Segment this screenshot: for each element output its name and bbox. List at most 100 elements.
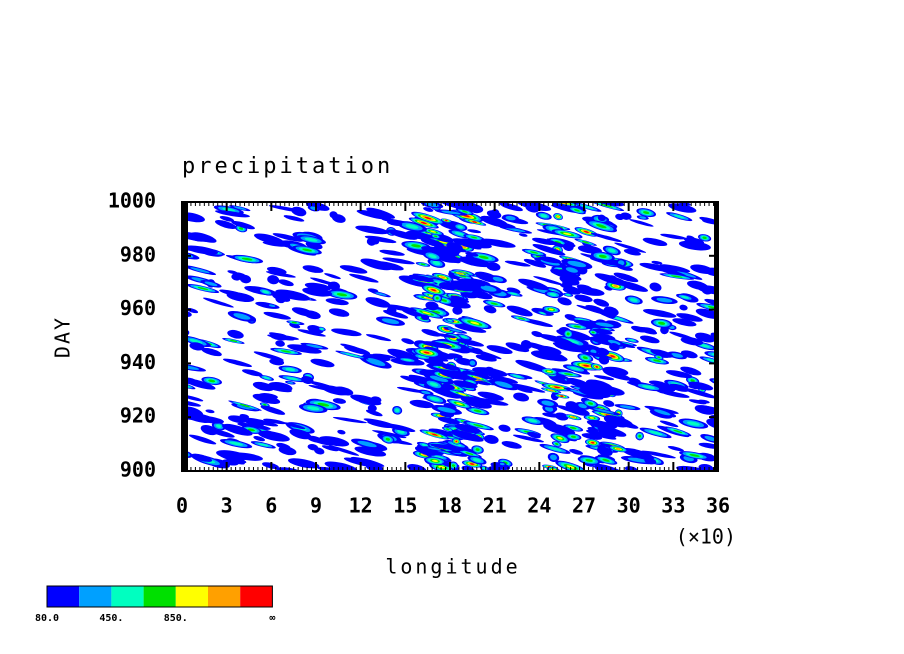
contour-blob (422, 251, 443, 261)
contour-level (421, 390, 431, 395)
colorbar-box (175, 586, 208, 607)
contour-blob (237, 422, 271, 430)
contour-level (639, 216, 647, 219)
contour-level (509, 292, 518, 296)
contour-blob (442, 383, 455, 390)
contour-level (247, 428, 255, 432)
contour-blob (458, 256, 492, 268)
contour-blob (566, 406, 590, 416)
contour-blob (683, 237, 705, 245)
contour-level (576, 287, 605, 296)
contour-blob (452, 306, 463, 315)
contour-blob (215, 210, 250, 218)
contour-blob (287, 344, 322, 354)
contour-level (209, 429, 235, 438)
contour-blob (488, 378, 519, 391)
contour-level (581, 240, 590, 244)
contour-level (539, 312, 545, 315)
contour-blob (562, 242, 574, 252)
contour-blob (425, 301, 439, 311)
contour-level (594, 463, 623, 471)
contour-level (554, 203, 573, 211)
contour-level (688, 381, 714, 391)
contour-level (669, 331, 696, 341)
contour-blob (597, 444, 606, 454)
contour-blob (552, 342, 580, 350)
contour-level (513, 392, 530, 402)
contour-blob (267, 275, 280, 285)
contour-level (448, 319, 452, 322)
contour-level (263, 403, 267, 406)
contour-blob (482, 300, 506, 308)
contour-level (587, 402, 594, 405)
contour-level (629, 219, 654, 227)
contour-level (486, 210, 502, 219)
contour-blob (518, 233, 528, 237)
contour-blob (585, 219, 618, 233)
contour-level (548, 308, 554, 311)
contour-level (276, 442, 291, 450)
contour-level (603, 400, 615, 407)
contour-level (615, 213, 625, 221)
contour-level (665, 370, 693, 379)
contour-level (386, 220, 403, 226)
contour-blob (450, 295, 470, 303)
contour-level (269, 358, 285, 366)
contour-blob (555, 371, 582, 378)
contour-level (580, 351, 613, 359)
contour-blob (259, 374, 274, 381)
contour-level (355, 225, 389, 235)
contour-level (403, 358, 412, 362)
contour-blob (209, 429, 235, 438)
contour-blob (381, 434, 395, 444)
contour-blob (650, 349, 674, 358)
contour-blob (513, 385, 533, 393)
y-axis-label: DAY (51, 316, 75, 358)
contour-level (367, 420, 392, 429)
contour-blob (312, 439, 337, 446)
contour-blob (324, 461, 358, 471)
contour-blob (309, 277, 339, 287)
contour-blob (467, 229, 482, 234)
contour-level (565, 267, 578, 273)
contour-blob (698, 234, 712, 242)
contour-blob (186, 283, 220, 294)
contour-blob (615, 213, 625, 221)
contour-level (591, 331, 595, 334)
contour-level (549, 293, 557, 296)
contour-blob (589, 257, 624, 267)
contour-blob (268, 382, 293, 392)
contour-level (648, 380, 667, 387)
contour-blob (607, 275, 617, 281)
contour-blob (222, 337, 245, 344)
contour-level (328, 445, 360, 456)
contour-level (550, 268, 582, 281)
contour-level (518, 278, 549, 291)
contour-level (313, 447, 325, 455)
contour-blob (679, 451, 711, 460)
x-tick-label: 15 (393, 494, 417, 518)
contour-level (478, 255, 489, 260)
contour-level (669, 383, 690, 392)
contour-level (268, 382, 293, 392)
contour-level (461, 396, 481, 402)
contour-blob (456, 449, 482, 458)
contour-level (607, 248, 616, 253)
contour-blob (585, 429, 617, 440)
x-tick-label: 0 (176, 494, 188, 518)
contour-level (469, 360, 476, 366)
contour-level (428, 428, 454, 437)
contour-level (498, 424, 511, 432)
contour-blob (423, 373, 455, 385)
contour-level (607, 339, 621, 345)
contour-level (472, 458, 482, 463)
contour-level (505, 227, 526, 233)
contour-level (467, 229, 482, 234)
contour-blob (539, 256, 562, 264)
contour-level (197, 286, 209, 291)
contour-blob (428, 454, 450, 461)
contour-blob (413, 347, 441, 358)
contour-level (564, 373, 573, 376)
contour-level (222, 358, 253, 368)
contour-blob (580, 351, 613, 359)
